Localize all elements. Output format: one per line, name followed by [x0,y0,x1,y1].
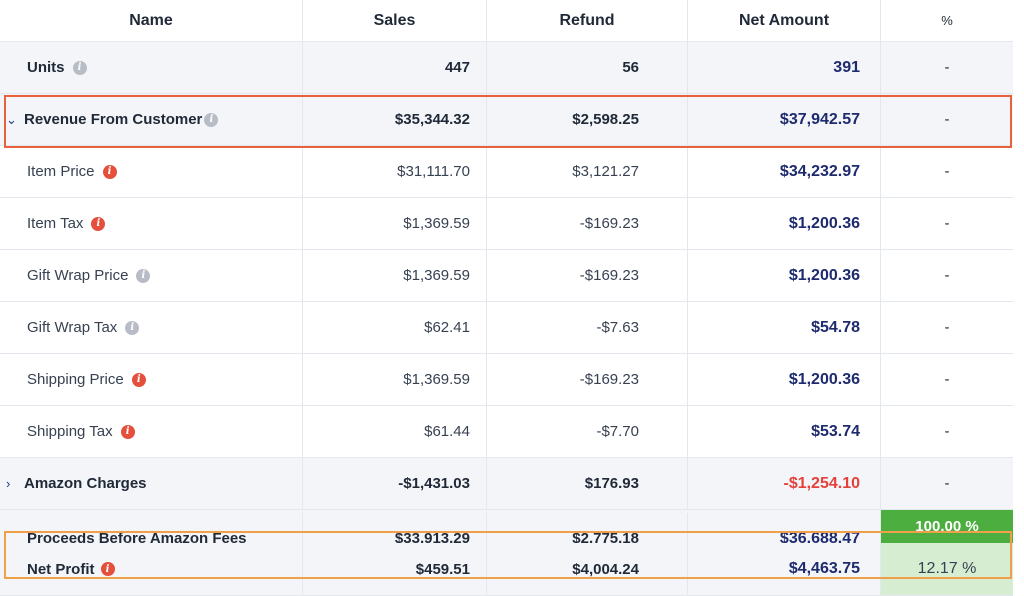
sales-value: $61.44 [302,406,486,457]
refund-value: -$7.70 [486,406,687,457]
refund-value: -$169.23 [486,354,687,405]
chevron-down-icon[interactable]: ⌄ [6,111,17,127]
row-label: Item Tax [27,215,84,232]
header-name[interactable]: Name [129,11,173,29]
sales-value: $33,913.29 [302,513,486,543]
info-icon[interactable]: i [100,562,115,576]
net-value: $4,463.75 [687,543,880,595]
row-label: Proceeds Before Amazon Fees [27,530,247,543]
row-label: Revenue From Customer [24,111,203,128]
refund-value: $3,121.27 [486,146,687,197]
sales-value: 447 [302,42,486,93]
info-icon[interactable]: i [72,60,87,75]
row-label: Units [27,59,65,76]
info-icon[interactable]: i [120,424,135,439]
row-label: Amazon Charges [24,475,147,492]
percent-value: - [880,250,1013,301]
refund-value: $4,004.24 [486,543,687,595]
row-label: Shipping Tax [27,423,113,440]
row-label: Gift Wrap Tax [27,319,118,336]
percent-value: 12.17 % [880,543,1013,595]
percent-value: - [880,458,1013,509]
row-label: Gift Wrap Price [27,267,129,284]
sales-value: $1,369.59 [302,198,486,249]
percent-value: 100.00 % [880,510,1013,543]
refund-value: $176.93 [486,458,687,509]
refund-value: -$169.23 [486,250,687,301]
refund-value: $2,598.25 [486,94,687,145]
header-net-amount[interactable]: Net Amount [687,0,880,41]
net-value: $36,688.47 [687,513,880,543]
net-value: $37,942.57 [687,94,880,145]
net-value: $1,200.36 [687,354,880,405]
header-refund[interactable]: Refund [486,0,687,41]
info-icon[interactable]: i [136,268,151,283]
net-value: $53.74 [687,406,880,457]
percent-value: - [880,94,1013,145]
sales-value: -$1,431.03 [302,458,486,509]
row-shipping-price: Shipping Price i $1,369.59 -$169.23 $1,2… [0,354,1013,406]
net-value: $1,200.36 [687,250,880,301]
sales-value: $1,369.59 [302,250,486,301]
row-gift-wrap-price: Gift Wrap Price i $1,369.59 -$169.23 $1,… [0,250,1013,302]
row-label: Shipping Price [27,371,124,388]
row-revenue-from-customer[interactable]: ⌄ Revenue From Customer i $35,344.32 $2,… [0,94,1013,146]
row-item-tax: Item Tax i $1,369.59 -$169.23 $1,200.36 … [0,198,1013,250]
chevron-right-icon[interactable]: › [6,476,11,491]
net-value: -$1,254.10 [687,458,880,509]
info-icon[interactable]: i [204,112,219,127]
sales-value: $1,369.59 [302,354,486,405]
row-gift-wrap-tax: Gift Wrap Tax i $62.41 -$7.63 $54.78 - [0,302,1013,354]
percent-value: - [880,406,1013,457]
info-icon[interactable]: i [91,216,106,231]
row-units: Units i 447 56 391 - [0,42,1013,94]
header-sales[interactable]: Sales [302,0,486,41]
net-value: $54.78 [687,302,880,353]
percent-value: - [880,146,1013,197]
refund-value: -$169.23 [486,198,687,249]
percent-value: - [880,354,1013,405]
row-net-profit: Net Profit i $459.51 $4,004.24 $4,463.75… [0,543,1013,596]
row-shipping-tax: Shipping Tax i $61.44 -$7.70 $53.74 - [0,406,1013,458]
row-label: Net Profit [27,560,95,578]
sales-value: $459.51 [302,543,486,595]
sales-value: $62.41 [302,302,486,353]
percent-value: - [880,302,1013,353]
row-item-price: Item Price i $31,111.70 $3,121.27 $34,23… [0,146,1013,198]
refund-value: 56 [486,42,687,93]
row-label: Item Price [27,163,95,180]
info-icon[interactable]: i [125,320,140,335]
percent-value: - [880,42,1013,93]
percent-value: - [880,198,1013,249]
info-icon[interactable]: i [102,164,117,179]
net-value: 391 [687,42,880,93]
sales-value: $35,344.32 [302,94,486,145]
refund-value: -$7.63 [486,302,687,353]
info-icon[interactable]: i [131,372,146,387]
refund-value: $2,775.18 [486,513,687,543]
net-value: $1,200.36 [687,198,880,249]
sales-value: $31,111.70 [302,146,486,197]
row-proceeds-before-amazon-fees: Proceeds Before Amazon Fees $33,913.29 $… [0,510,1013,543]
header-percent[interactable]: % [880,0,1013,41]
row-amazon-charges[interactable]: › Amazon Charges -$1,431.03 $176.93 -$1,… [0,458,1013,510]
net-value: $34,232.97 [687,146,880,197]
table-header: Name Sales Refund Net Amount % [0,0,1013,42]
